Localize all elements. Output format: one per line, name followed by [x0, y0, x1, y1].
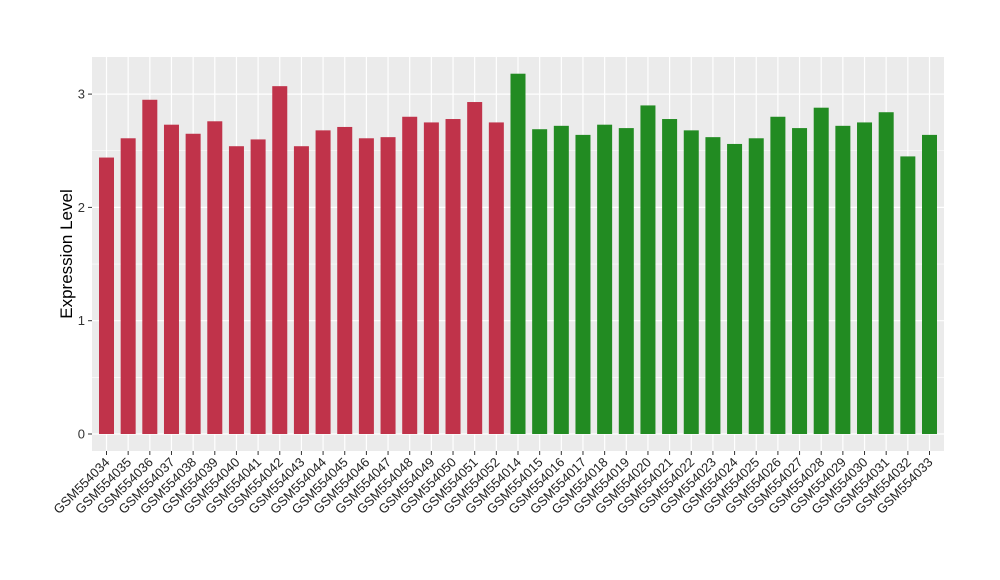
bar-GSM554031	[878, 112, 894, 434]
bar-GSM554023	[705, 137, 721, 435]
bar-GSM554039	[207, 121, 223, 435]
y-tick-label: 1	[78, 313, 85, 328]
bar-GSM554037	[163, 124, 179, 434]
y-tick-label: 3	[78, 87, 85, 102]
bar-GSM554022	[683, 130, 699, 434]
bar-GSM554036	[142, 99, 158, 434]
bar-GSM554038	[185, 133, 201, 434]
bar-GSM554045	[337, 126, 353, 434]
bar-GSM554047	[380, 137, 396, 435]
bar-GSM554043	[293, 146, 309, 434]
bar-GSM554027	[792, 128, 808, 434]
bar-GSM554024	[727, 143, 743, 434]
bar-GSM554032	[900, 156, 916, 435]
bar-GSM554051	[467, 102, 483, 434]
bar-GSM554048	[402, 116, 418, 434]
bar-GSM554034	[99, 157, 114, 434]
bar-GSM554041	[250, 139, 266, 435]
bar-GSM554018	[597, 124, 613, 434]
bar-GSM554046	[358, 138, 374, 435]
y-axis-title: Expression Level	[57, 189, 76, 318]
bar-GSM554035	[120, 138, 136, 435]
bar-GSM554040	[228, 146, 244, 434]
bar-GSM554017	[575, 134, 591, 434]
bars	[99, 73, 937, 435]
bar-GSM554016	[553, 125, 569, 434]
bar-GSM554014	[510, 73, 526, 435]
bar-GSM554033	[922, 134, 937, 434]
bar-GSM554026	[770, 116, 786, 434]
y-axis: 0 1 2 3	[78, 87, 92, 442]
bar-GSM554021	[662, 119, 678, 434]
bar-GSM554049	[423, 122, 439, 435]
y-tick-label: 2	[78, 200, 85, 215]
bar-GSM554042	[272, 86, 288, 434]
bar-GSM554025	[748, 138, 764, 435]
bar-GSM554044	[315, 130, 331, 434]
bar-GSM554052	[488, 122, 504, 435]
bar-GSM554029	[835, 125, 851, 434]
bar-GSM554028	[813, 107, 829, 435]
x-axis: GSM554034GSM554035GSM554036GSM554037GSM5…	[50, 451, 936, 517]
bar-GSM554015	[532, 129, 548, 434]
bar-GSM554050	[445, 119, 461, 434]
bar-GSM554030	[857, 122, 873, 435]
bar-GSM554019	[618, 128, 634, 434]
bar-GSM554020	[640, 105, 656, 435]
y-tick-label: 0	[78, 427, 85, 442]
